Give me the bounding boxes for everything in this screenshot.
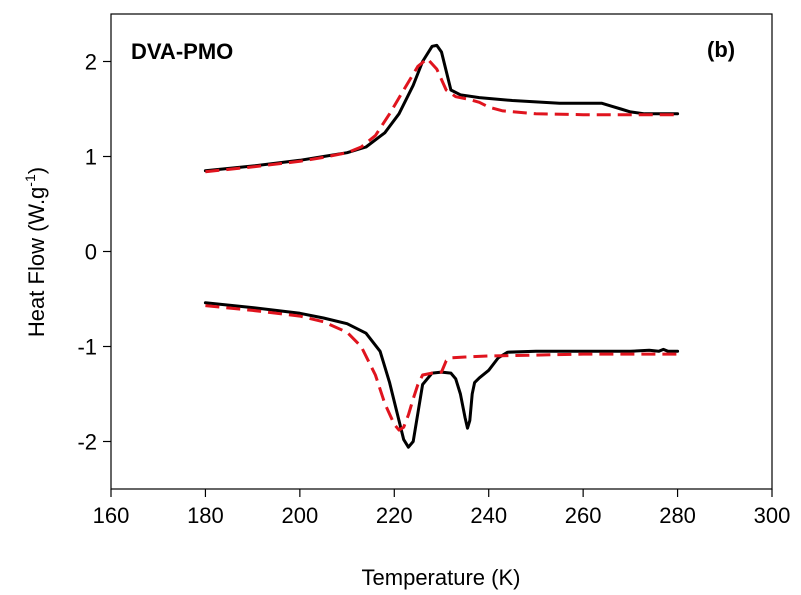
y-tick-label: 0 xyxy=(85,240,97,265)
solid-series-line-2 xyxy=(203,301,680,449)
y-tick-label: -2 xyxy=(77,430,97,455)
y-axis-title: Heat Flow (W.g-1) xyxy=(22,167,49,337)
x-axis-title: Temperature (K) xyxy=(362,565,521,590)
dashed-series-line-3 xyxy=(205,304,678,432)
series-layer xyxy=(203,43,680,449)
x-tick-label: 160 xyxy=(93,503,130,528)
y-axis-title-main: Heat Flow (W.g xyxy=(24,187,49,337)
y-axis-title-sup: -1 xyxy=(22,174,38,187)
y-tick-label: 2 xyxy=(85,50,97,75)
sample-label: DVA-PMO xyxy=(131,39,233,64)
x-tick-label: 300 xyxy=(754,503,791,528)
x-tick-label: 180 xyxy=(187,503,224,528)
panel-label: (b) xyxy=(707,37,735,62)
dashed-series-line-1 xyxy=(205,57,678,174)
x-tick-label: 260 xyxy=(565,503,602,528)
y-tick-label: -1 xyxy=(77,335,97,360)
y-tick-label: 1 xyxy=(85,145,97,170)
x-tick-label: 280 xyxy=(659,503,696,528)
x-tick-label: 200 xyxy=(281,503,318,528)
plot-frame xyxy=(110,13,773,490)
y-axis-title-tail: ) xyxy=(24,167,49,174)
x-tick-label: 240 xyxy=(470,503,507,528)
solid-series-line-0 xyxy=(203,43,680,173)
axis-ticks: 160 180 200 220 240 260 280 300 -2 -1 0 1 2 xyxy=(77,50,790,529)
x-tick-label: 220 xyxy=(376,503,413,528)
